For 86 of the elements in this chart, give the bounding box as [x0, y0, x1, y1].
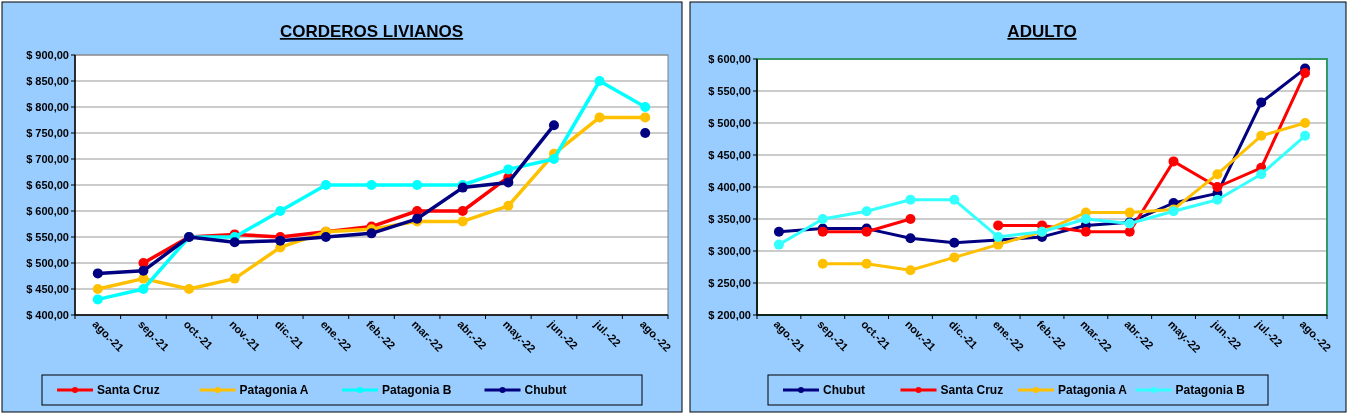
point [1212, 182, 1223, 192]
legend-label: Chubut [823, 383, 865, 398]
y-tick-label: $ 550,00 [26, 230, 69, 243]
point [503, 177, 514, 188]
point [1256, 169, 1267, 180]
y-tick-label: $ 800,00 [26, 100, 69, 113]
legend-label: Patagonia A [239, 383, 309, 398]
point [861, 206, 872, 217]
point [457, 216, 468, 227]
point [949, 252, 960, 263]
y-tick-label: $ 900,00 [26, 48, 69, 61]
point [412, 180, 423, 190]
point [92, 284, 103, 294]
legend-label: Patagonia B [382, 383, 452, 398]
point [503, 164, 514, 175]
legend-label: Santa Cruz [97, 383, 160, 398]
y-tick-label: $ 700,00 [26, 152, 69, 165]
point [92, 268, 103, 279]
point [457, 206, 468, 216]
y-tick-label: $ 550,00 [708, 84, 751, 97]
y-tick-label: $ 750,00 [26, 126, 69, 139]
point [817, 214, 828, 224]
point [1300, 130, 1311, 141]
point [548, 120, 559, 131]
point [1124, 207, 1135, 218]
point [1256, 130, 1267, 141]
point [275, 235, 286, 246]
chart-title: ADULTO [1007, 22, 1077, 41]
point [1168, 156, 1179, 167]
y-tick-label: $ 350,00 [708, 212, 751, 225]
point [640, 128, 651, 138]
point [594, 112, 605, 123]
point [773, 239, 784, 250]
point [1124, 226, 1135, 237]
point [1080, 214, 1091, 224]
point [366, 180, 377, 190]
point [184, 284, 195, 294]
legend-label: Patagonia A [1058, 383, 1128, 398]
point [320, 180, 331, 190]
legend-label: Patagonia B [1175, 383, 1246, 398]
point [817, 258, 828, 269]
point [229, 237, 240, 248]
point [949, 237, 960, 248]
point [594, 76, 605, 86]
y-tick-label: $ 450,00 [708, 148, 751, 161]
chart-title: CORDEROS LIVIANOS [279, 22, 464, 41]
point [1300, 118, 1311, 128]
legend-label: Santa Cruz [940, 383, 1004, 398]
y-tick-label: $ 600,00 [26, 204, 69, 217]
y-tick-label: $ 850,00 [26, 74, 69, 87]
y-tick-label: $ 500,00 [708, 116, 751, 129]
point [949, 194, 960, 205]
legend-label: Chubut [524, 383, 567, 398]
point [905, 194, 916, 205]
point [861, 258, 872, 269]
y-tick-label: $ 450,00 [26, 282, 69, 295]
point [773, 226, 784, 237]
point [229, 273, 240, 284]
point [366, 228, 377, 239]
y-tick-label: $ 400,00 [708, 180, 751, 193]
y-tick-label: $ 400,00 [26, 308, 69, 321]
point [1256, 97, 1267, 108]
point [320, 232, 331, 242]
y-tick-label: $ 300,00 [708, 244, 751, 257]
point [993, 220, 1004, 231]
point [905, 214, 916, 224]
point [993, 231, 1004, 242]
point [1212, 169, 1223, 180]
point [275, 206, 286, 216]
point [905, 265, 916, 276]
point [1300, 68, 1311, 79]
point [503, 200, 514, 211]
point [548, 154, 559, 164]
point [92, 294, 103, 305]
y-tick-label: $ 200,00 [708, 308, 751, 321]
point [640, 112, 651, 123]
point [640, 102, 651, 112]
point [138, 265, 149, 276]
y-tick-label: $ 250,00 [708, 276, 751, 289]
point [138, 284, 149, 294]
point [1212, 194, 1223, 205]
point [1080, 226, 1091, 237]
y-tick-label: $ 500,00 [26, 256, 69, 269]
point [905, 233, 916, 244]
y-tick-label: $ 600,00 [708, 52, 751, 65]
y-tick-label: $ 650,00 [26, 178, 69, 191]
